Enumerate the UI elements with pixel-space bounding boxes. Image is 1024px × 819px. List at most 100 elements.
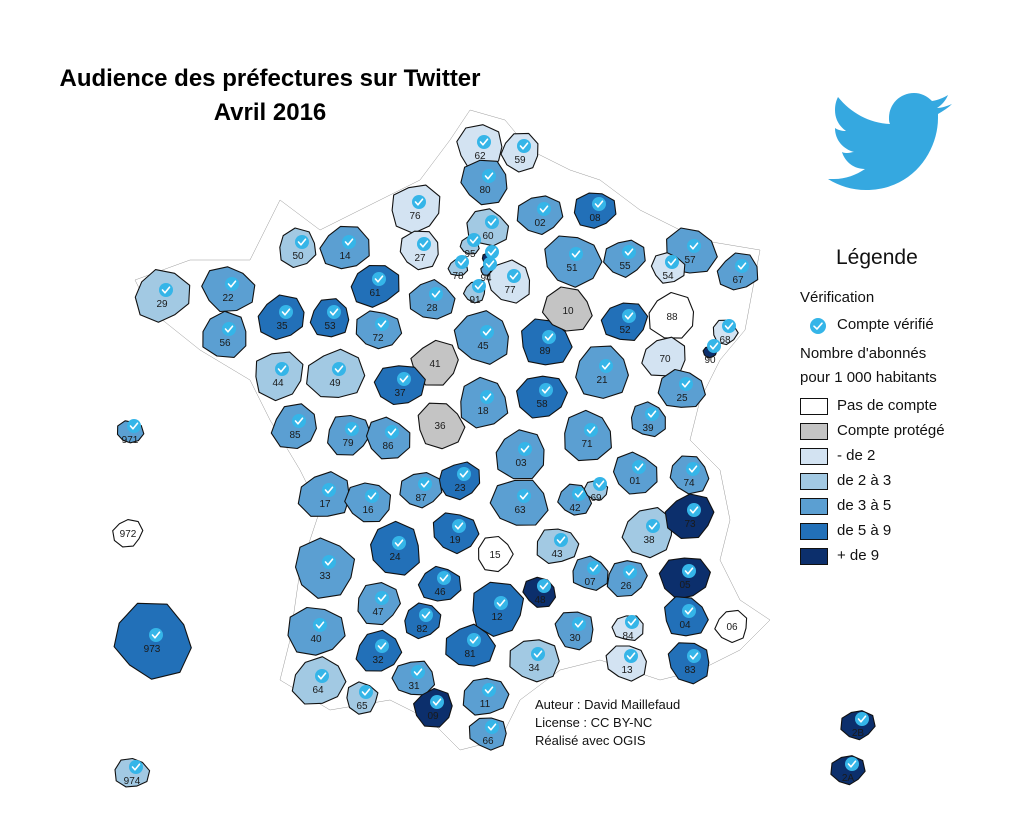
department-code: 53 [324, 321, 336, 332]
department-code: 88 [666, 312, 678, 323]
verified-badge-icon [645, 407, 659, 421]
department-code: 04 [679, 620, 691, 631]
department-55: 55 [603, 239, 646, 278]
department-01: 01 [612, 451, 658, 495]
department-code: 07 [584, 577, 596, 588]
department-972: 972 [112, 519, 144, 548]
verified-badge-icon [315, 669, 329, 683]
department-shape [500, 132, 539, 173]
department-code: 47 [372, 607, 384, 618]
department-code: 57 [684, 255, 696, 266]
department-69: 69 [583, 477, 609, 504]
department-code: 60 [482, 231, 494, 242]
department-code: 61 [369, 288, 381, 299]
verified-badge-icon [542, 330, 556, 344]
department-code: 94 [480, 273, 492, 284]
department-code: 30 [569, 633, 581, 644]
department-65: 65 [346, 681, 379, 715]
verified-badge-icon [127, 419, 141, 433]
department-code: 39 [642, 423, 654, 434]
verified-badge-icon [722, 319, 736, 333]
verified-badge-icon [845, 757, 859, 771]
verified-badge-icon [375, 591, 389, 605]
verified-badge-icon [480, 325, 494, 339]
department-19: 19 [432, 512, 480, 555]
verified-badge-icon [665, 255, 679, 269]
department-14: 14 [319, 225, 370, 270]
verified-badge-icon [342, 235, 356, 249]
department-code: 90 [704, 355, 716, 366]
verified-badge-icon [225, 277, 239, 291]
department-code: 82 [416, 624, 428, 635]
verified-badge-icon [385, 425, 399, 439]
department-shape [365, 416, 411, 460]
verified-badge-icon [679, 377, 693, 391]
department-code: 06 [726, 622, 738, 633]
department-code: 40 [310, 634, 322, 645]
verified-badge-icon [392, 536, 406, 550]
department-15: 15 [478, 535, 514, 573]
department-shape [621, 507, 673, 559]
department-code: 46 [434, 587, 446, 598]
department-shape [453, 310, 509, 365]
verified-badge-icon [687, 239, 701, 253]
department-27: 27 [399, 230, 439, 271]
department-code: 2A [842, 773, 855, 784]
department-code: 54 [662, 271, 674, 282]
department-code: 65 [356, 701, 368, 712]
verified-badge-icon [592, 197, 606, 211]
verified-badge-icon [569, 247, 583, 261]
department-code: 62 [474, 151, 486, 162]
department-32: 32 [355, 629, 403, 672]
department-shape [714, 609, 748, 644]
verified-badge-icon [687, 503, 701, 517]
department-56: 56 [202, 310, 247, 358]
verified-badge-icon [646, 519, 660, 533]
legend-class-label: Compte protégé [837, 422, 945, 439]
map-title: Audience des préfectures sur Twitter Avr… [20, 62, 520, 130]
verified-badge-icon [485, 720, 499, 734]
verified-badge-icon [375, 639, 389, 653]
verified-badge-icon [129, 760, 143, 774]
verified-badge-icon [572, 617, 586, 631]
department-shape [544, 235, 603, 288]
legend-swatch [800, 398, 828, 415]
department-59: 59 [500, 132, 539, 173]
legend-swatch [800, 448, 828, 465]
department-shape [462, 677, 510, 716]
verified-badge-icon [599, 359, 613, 373]
verified-badge-icon [332, 362, 346, 376]
department-code: 91 [469, 295, 481, 306]
department-shape [664, 493, 715, 539]
twitter-bird-shape [828, 93, 952, 190]
department-shape [486, 259, 531, 304]
verified-badge-icon [397, 372, 411, 386]
department-code: 35 [276, 321, 288, 332]
department-code: 83 [684, 665, 696, 676]
department-50: 50 [279, 227, 317, 269]
department-code: 05 [679, 580, 691, 591]
verified-badge-icon [623, 565, 637, 579]
verified-badge-icon [632, 460, 646, 474]
department-77: 77 [486, 259, 531, 304]
department-22: 22 [201, 266, 256, 313]
department-code: 24 [389, 552, 401, 563]
department-code: 26 [620, 581, 632, 592]
department-code: 70 [659, 354, 671, 365]
department-code: 48 [534, 595, 546, 606]
department-974: 974 [114, 757, 151, 788]
verified-badge-icon [411, 665, 425, 679]
legend-swatch [800, 548, 828, 565]
department-71: 71 [564, 409, 612, 462]
department-11: 11 [462, 677, 510, 716]
verified-badge-icon [539, 383, 553, 397]
department-code: 11 [480, 699, 491, 710]
verified-badge-icon [222, 322, 236, 336]
department-86: 86 [365, 416, 411, 460]
department-code: 21 [596, 375, 608, 386]
twitter-bird-icon [828, 93, 952, 190]
verified-badge-icon [279, 305, 293, 319]
department-24: 24 [370, 520, 420, 576]
department-74: 74 [669, 455, 710, 495]
department-code: 25 [676, 393, 688, 404]
